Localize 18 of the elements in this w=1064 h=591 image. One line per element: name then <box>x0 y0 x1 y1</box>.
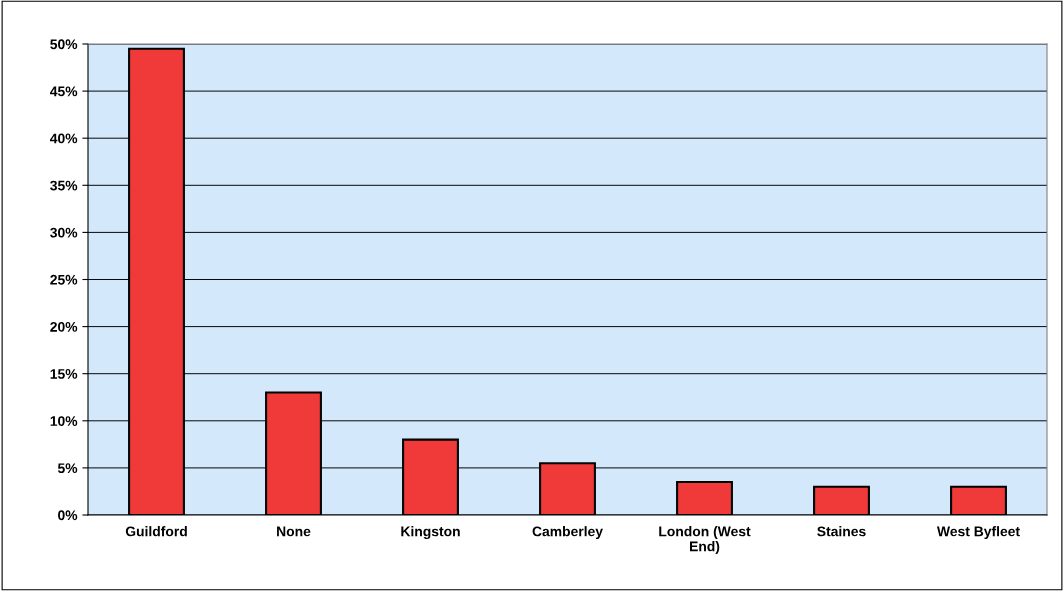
x-tick-label: London (West End) <box>659 526 751 555</box>
y-tick-label: 25% <box>50 274 78 285</box>
y-tick-label: 40% <box>50 133 78 144</box>
x-tick-label: None <box>277 526 311 537</box>
y-tick-label: 50% <box>50 39 78 50</box>
y-tick-label: 15% <box>50 369 78 379</box>
y-tick-label: 35% <box>50 180 78 191</box>
x-tick-label: Staines <box>817 526 866 537</box>
x-tick-label: Kingston <box>401 526 460 540</box>
y-tick-label: 0% <box>58 510 78 521</box>
x-tick-label: Guildford <box>125 526 187 537</box>
x-tick-label: Camberley <box>532 526 603 540</box>
y-tick-label: 20% <box>50 321 78 332</box>
x-tick-label: West Byfleet <box>936 526 1020 540</box>
y-tick-label: 45% <box>50 86 78 97</box>
y-tick-label: 10% <box>50 416 78 426</box>
y-tick-label: 30% <box>50 227 78 238</box>
y-tick-label: 5% <box>57 463 78 474</box>
